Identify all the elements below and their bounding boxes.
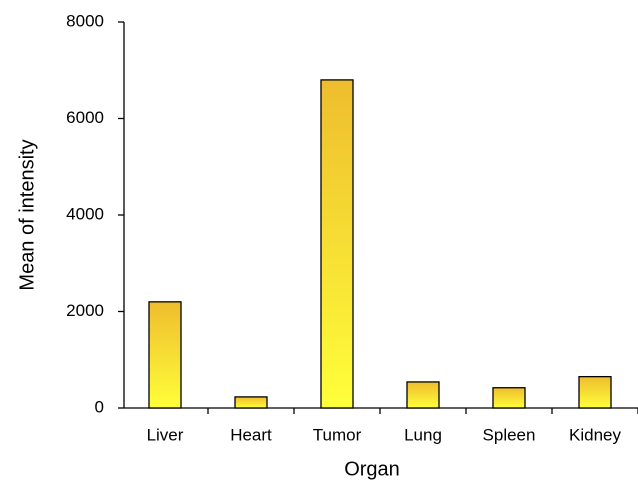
x-axis-title: Organ (344, 458, 400, 480)
x-tick-label: Lung (404, 425, 442, 444)
x-tick-label: Liver (147, 425, 184, 444)
bar (234, 396, 268, 409)
y-tick-label: 2000 (66, 301, 104, 320)
bar (492, 387, 526, 409)
bar (578, 375, 612, 409)
x-tick-label: Spleen (483, 425, 536, 444)
y-tick-label: 8000 (66, 11, 104, 30)
x-tick-label: Tumor (313, 425, 362, 444)
x-tick-label: Kidney (569, 425, 621, 444)
x-tick-label: Heart (230, 425, 272, 444)
y-tick-label: 4000 (66, 204, 104, 223)
y-axis-title: Mean of intensity (16, 139, 38, 290)
bar (320, 79, 354, 409)
y-tick-label: 0 (95, 397, 104, 416)
y-tick-label: 6000 (66, 108, 104, 127)
bar (148, 301, 182, 409)
bar (406, 381, 440, 409)
